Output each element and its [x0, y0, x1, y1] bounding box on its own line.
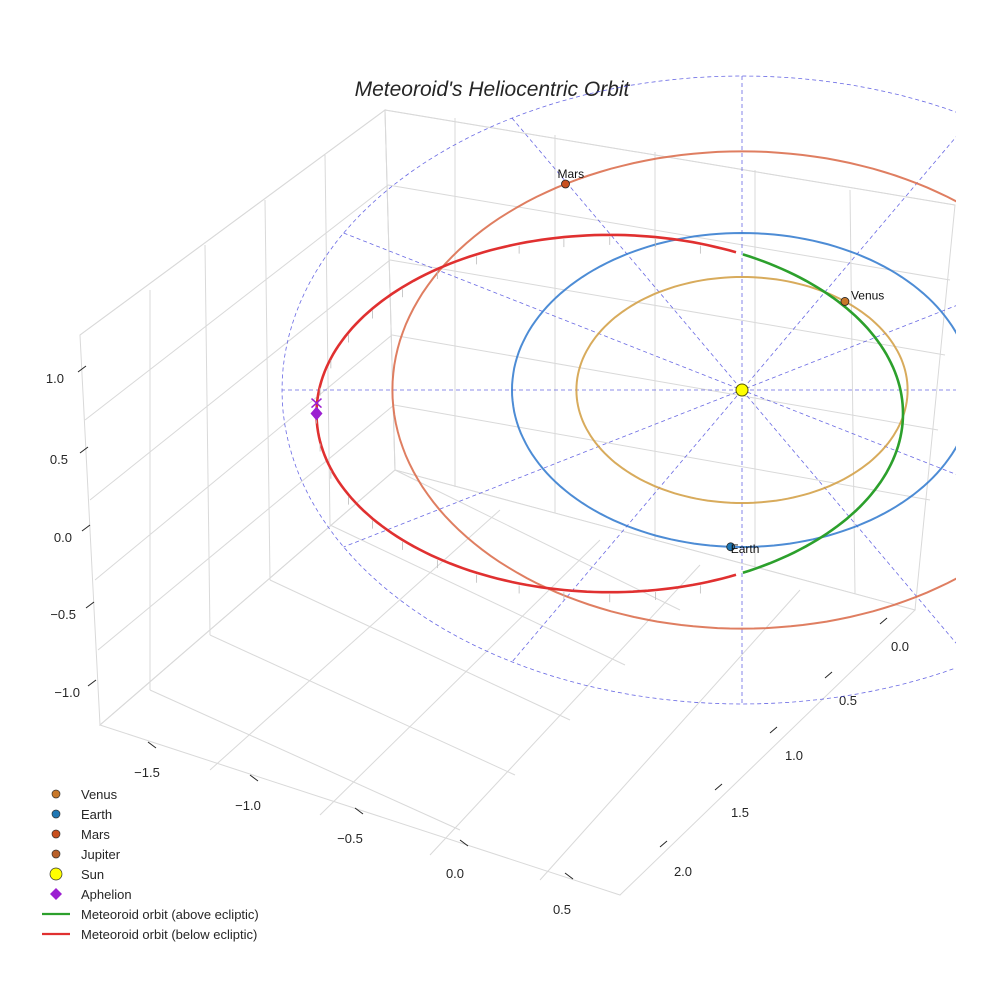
x-tick-label: −1.5 [134, 765, 160, 780]
legend-label: Sun [81, 867, 104, 882]
meteoroid-orbit-above-line [742, 253, 905, 574]
y-tick-label: 1.5 [731, 805, 749, 820]
x-tick-label: 0.0 [446, 866, 464, 881]
legend-swatch-circle [51, 829, 61, 839]
y-tick-label: 0.0 [891, 639, 909, 654]
planet-label-venus: Venus [851, 288, 884, 302]
z-tick-label: 1.0 [46, 371, 64, 386]
z-tick-label: 0.0 [54, 530, 72, 545]
z-tick-label: −0.5 [50, 607, 76, 622]
chart-title: Meteoroid's Heliocentric Orbit [355, 78, 631, 101]
y-tick-labels: 0.0 0.5 1.0 1.5 2.0 [674, 639, 909, 879]
legend-label: Jupiter [81, 847, 121, 862]
legend-label: Meteoroid orbit (above ecliptic) [81, 907, 259, 922]
aphelion-marker [310, 406, 323, 421]
planet-marker-earth [726, 542, 736, 552]
x-tick-label: 0.5 [553, 902, 571, 917]
legend-label: Meteoroid orbit (below ecliptic) [81, 927, 257, 942]
bodies: Venus Earth Mars [310, 167, 884, 556]
orbit-earth [510, 231, 956, 549]
sun-marker [735, 383, 749, 397]
z-axis [77, 365, 97, 687]
legend-label: Earth [81, 807, 112, 822]
legend-swatch-circle [49, 867, 63, 881]
aphelion-cross [310, 397, 323, 409]
legend-label: Venus [81, 787, 118, 802]
legend-swatch-diamond [50, 888, 62, 900]
legend-swatch-circle [51, 789, 61, 799]
y-axis [659, 617, 888, 848]
legend-swatch-circle [51, 809, 61, 819]
x-tick-label: −1.0 [235, 798, 261, 813]
z-tick-label: 0.5 [50, 452, 68, 467]
legend-swatch-circle [51, 849, 61, 859]
legend-label: Aphelion [81, 887, 132, 902]
planet-marker-venus [840, 297, 850, 306]
z-tick-labels: 1.0 0.5 0.0 −0.5 −1.0 [46, 371, 80, 700]
axes-box [79, 109, 956, 896]
x-tick-labels: −1.5 −1.0 −0.5 0.0 0.5 [134, 765, 571, 917]
ecliptic-circle [281, 75, 956, 705]
y-tick-label: 0.5 [839, 693, 857, 708]
orbit-mars [391, 150, 956, 630]
y-tick-label: 1.0 [785, 748, 803, 763]
legend-label: Mars [81, 827, 110, 842]
x-axis [147, 741, 574, 880]
y-tick-label: 2.0 [674, 864, 692, 879]
orbits-layer: Venus Earth Mars [281, 75, 956, 705]
planet-label-earth: Earth [731, 542, 760, 556]
x-tick-label: −0.5 [337, 831, 363, 846]
planet-marker-mars [561, 179, 570, 189]
z-tick-label: −1.0 [54, 685, 80, 700]
legend: Venus Earth Mars Jupiter Sun Aphelion Meteoroi… [42, 787, 259, 942]
planet-label-mars: Mars [558, 167, 585, 181]
